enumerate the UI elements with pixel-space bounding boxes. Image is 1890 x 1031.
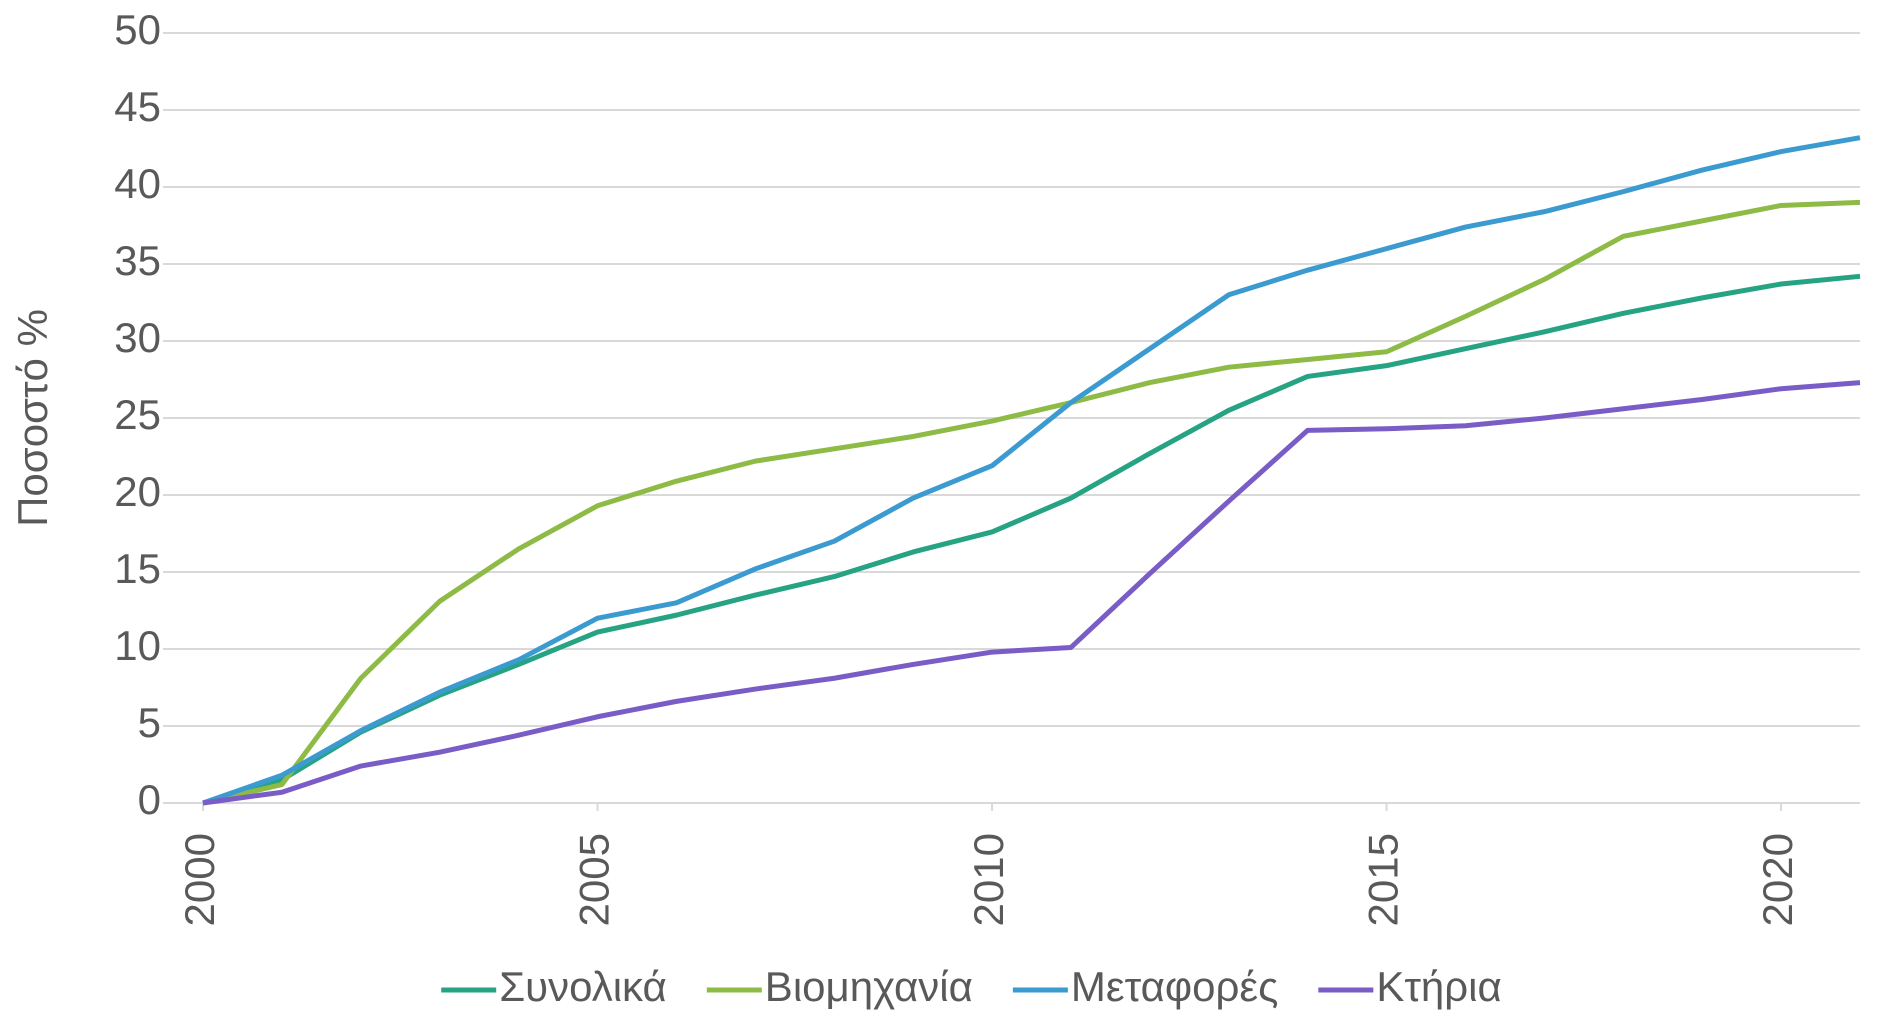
legend-label: Βιομηχανία [765,963,973,1010]
y-tick-label: 25 [114,391,161,438]
legend-item: Συνολικά [441,963,667,1010]
legend-item: Μεταφορές [1012,963,1278,1010]
x-tick-label: 2005 [571,833,618,926]
y-tick-label: 40 [114,160,161,207]
y-tick-label: 10 [114,622,161,669]
y-tick-label: 35 [114,237,161,284]
x-tick-label: 2015 [1360,833,1407,926]
legend-item: Κτήρια [1318,963,1502,1010]
series-line [202,135,1861,806]
legend: Συνολικά Βιομηχανία Μεταφορές Κτήρια [441,963,1502,1010]
y-tick-label: 20 [114,468,161,515]
x-tick-label: 2000 [176,833,223,926]
legend-label: Μεταφορές [1071,963,1278,1010]
legend-item: Βιομηχανία [706,963,973,1010]
series-line [202,273,1861,806]
legend-label: Κτήρια [1376,963,1501,1010]
series-line [202,199,1861,806]
y-tick-label: 30 [114,314,161,361]
legend-label: Συνολικά [499,963,667,1010]
y-tick-label: 45 [114,83,161,130]
y-tick-label: 0 [138,776,161,823]
y-tick-label: 15 [114,545,161,592]
y-axis-label: Ποσοστό % [9,309,56,527]
x-tick-label: 2010 [965,833,1012,926]
x-tick-label: 2020 [1754,833,1801,926]
y-tick-label: 5 [138,699,161,746]
y-tick-label: 50 [114,6,161,53]
series-line [202,380,1861,806]
